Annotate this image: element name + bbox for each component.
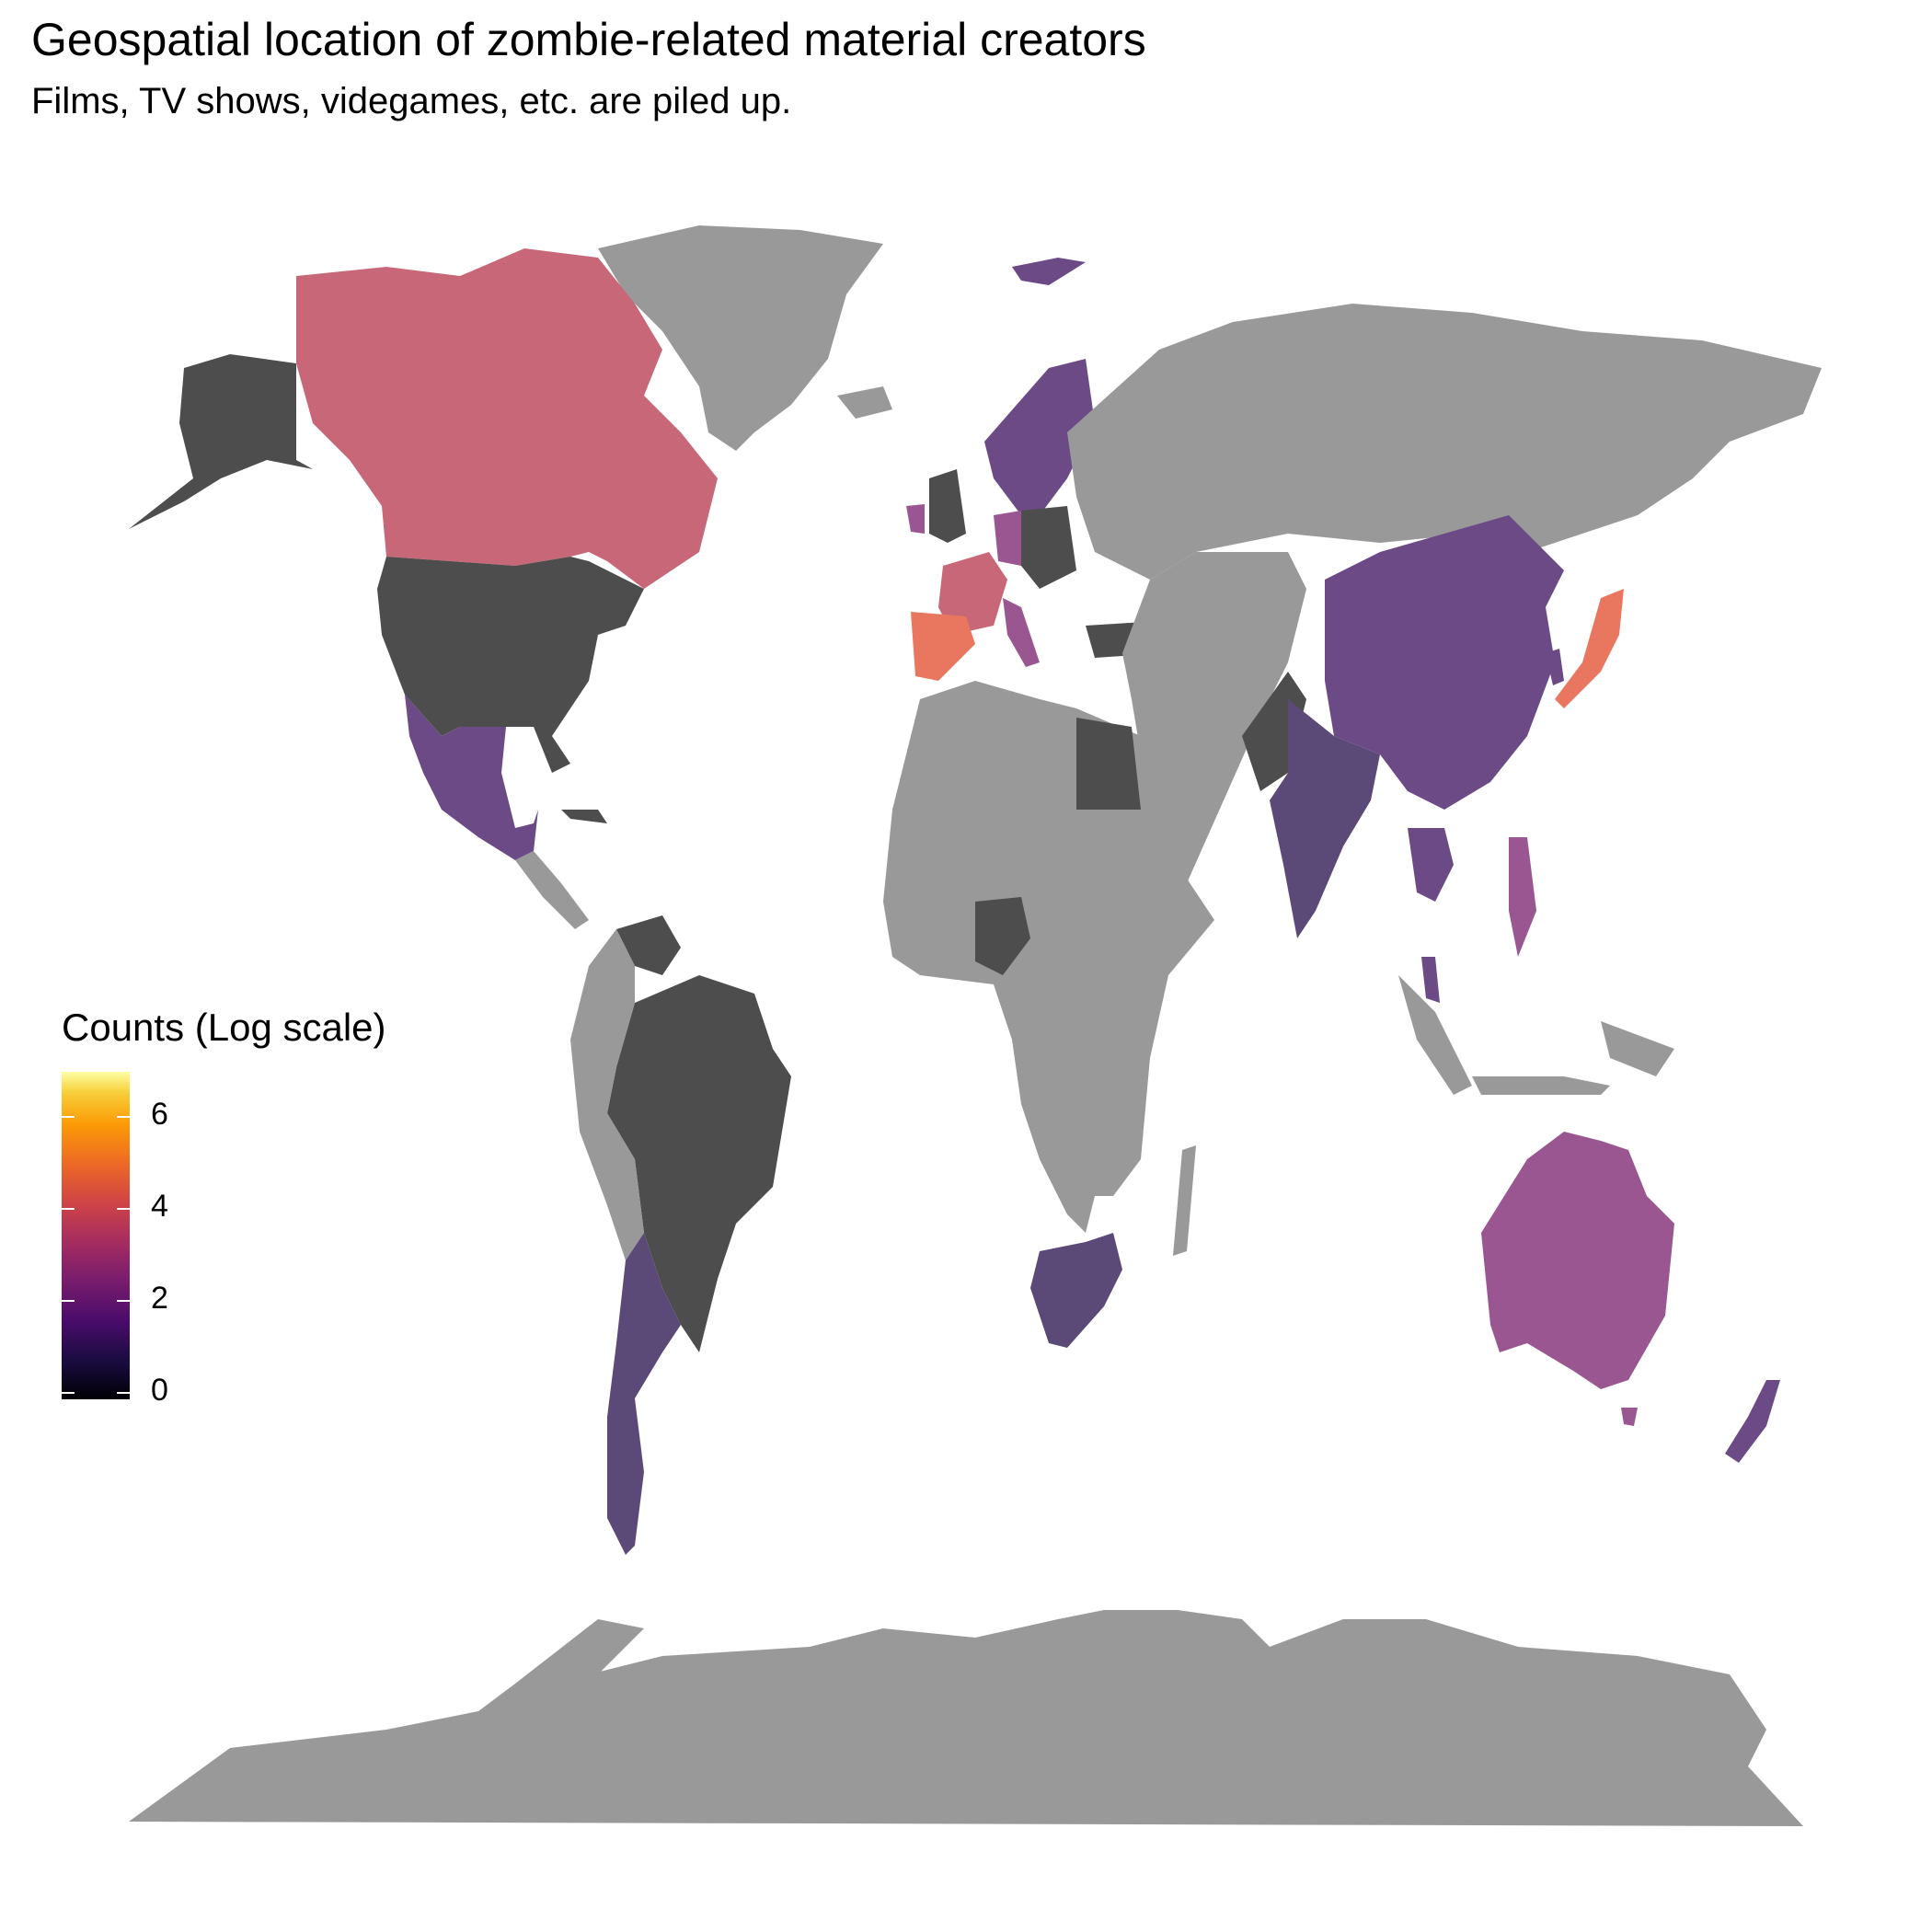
legend-tick-label: 6 — [151, 1097, 168, 1132]
region-venezuela[interactable] — [616, 915, 681, 975]
region-thailand[interactable] — [1408, 828, 1454, 902]
region-malaysia — [1421, 957, 1440, 1003]
region-argentina[interactable] — [607, 1233, 681, 1555]
region-svalbard — [1012, 258, 1086, 285]
legend-tick — [117, 1116, 130, 1118]
region-philippines[interactable] — [1509, 837, 1536, 957]
region-south-america-rest — [570, 929, 644, 1260]
region-japan[interactable] — [1555, 589, 1624, 708]
region-greenland — [598, 225, 883, 451]
region-brazil[interactable] — [607, 975, 791, 1352]
region-middle-east — [1122, 552, 1306, 883]
region-mexico[interactable] — [405, 695, 538, 860]
region-scandinavia[interactable] — [984, 359, 1095, 515]
map-title: Geospatial location of zombie-related ma… — [31, 14, 1146, 65]
region-antarctic-peninsula — [515, 1619, 644, 1684]
legend-title: Counts (Log scale) — [62, 1006, 386, 1049]
region-canada[interactable] — [296, 248, 718, 589]
region-iceland — [837, 386, 892, 419]
region-eastern-europe — [1021, 506, 1076, 589]
legend-tick-label: 2 — [151, 1281, 168, 1316]
region-africa — [883, 681, 1214, 1233]
legend-tick — [117, 1392, 130, 1394]
region-spain[interactable] — [911, 612, 975, 681]
legend-tick — [62, 1300, 75, 1302]
region-alaska[interactable] — [129, 354, 313, 529]
region-china[interactable] — [1325, 515, 1564, 810]
region-australia[interactable] — [1481, 1132, 1674, 1389]
region-italy — [1003, 598, 1040, 667]
legend-tick — [117, 1300, 130, 1302]
region-south-africa[interactable] — [1030, 1233, 1122, 1348]
region-antarctica — [129, 1610, 1803, 1826]
region-nigeria[interactable] — [975, 897, 1030, 975]
legend-tick — [62, 1392, 75, 1394]
region-france[interactable] — [938, 552, 1007, 635]
legend-tick — [117, 1208, 130, 1210]
region-madagascar — [1173, 1145, 1196, 1256]
legend-tick-label: 4 — [151, 1189, 168, 1224]
legend-tick — [62, 1116, 75, 1118]
region-indonesia — [1398, 975, 1674, 1095]
region-tasmania — [1621, 1408, 1638, 1426]
region-new-zealand[interactable] — [1725, 1380, 1780, 1463]
region-russia — [1067, 304, 1822, 580]
region-cuba — [561, 810, 607, 823]
region-egypt[interactable] — [1076, 718, 1141, 810]
region-korea — [1546, 649, 1564, 685]
region-central-america — [515, 851, 589, 929]
legend-colorbar — [62, 1072, 130, 1399]
region-united-states[interactable] — [377, 557, 644, 773]
map-subtitle: Films, TV shows, videgames, etc. are pil… — [31, 81, 792, 121]
legend-tick — [62, 1208, 75, 1210]
legend-tick-label: 0 — [151, 1373, 168, 1408]
region-united-kingdom[interactable] — [929, 469, 966, 543]
region-ireland[interactable] — [906, 504, 925, 534]
region-india[interactable] — [1270, 699, 1380, 938]
